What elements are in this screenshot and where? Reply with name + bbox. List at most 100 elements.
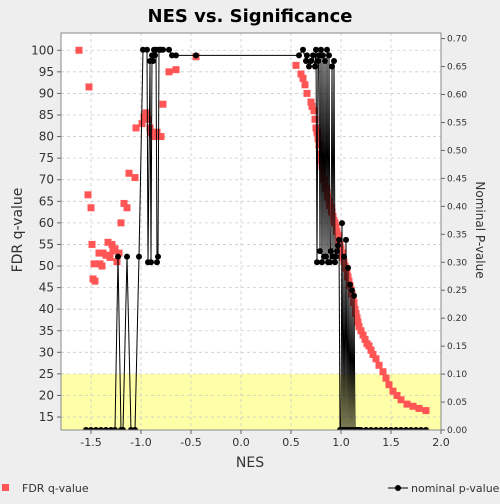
fdr-point-44 <box>303 89 311 97</box>
nominal-point-35 <box>300 46 306 53</box>
nominal-point-64 <box>335 242 341 249</box>
x-axis-label: NES <box>236 455 264 471</box>
fdr-point-12 <box>102 251 110 259</box>
nominal-point-32 <box>173 52 179 59</box>
nominal-point-15 <box>144 46 150 53</box>
nominal-point-22 <box>152 52 158 59</box>
fdr-point-102 <box>379 368 387 376</box>
nominal-point-97 <box>413 427 419 430</box>
y-right-tick-label-2: 0.10 <box>447 370 467 380</box>
nominal-point-92 <box>388 427 394 430</box>
fdr-point-106 <box>393 391 401 399</box>
y-left-tick-label-16: 95 <box>39 65 54 79</box>
nominal-point-68 <box>339 220 345 227</box>
nominal-point-13 <box>136 253 142 260</box>
y-left-tick-label-6: 45 <box>39 281 54 295</box>
fdr-point-92 <box>355 322 363 330</box>
y-left-tick-label-12: 75 <box>39 151 54 165</box>
y-right-tick-label-7: 0.35 <box>447 230 467 240</box>
legend-fdr-label: FDR q-value <box>22 482 89 495</box>
legend: FDR q-value nominal p-value <box>2 482 500 495</box>
x-tick-label-0: -1.5 <box>80 436 101 449</box>
plot-border <box>60 32 442 431</box>
fdr-point-62 <box>325 197 333 205</box>
x-tick-label-6: 1.5 <box>382 436 400 449</box>
y-left-tick-label-13: 80 <box>39 130 54 144</box>
fdr-point-19 <box>115 249 123 257</box>
nominal-point-33 <box>193 52 199 59</box>
nominal-point-96 <box>408 427 414 430</box>
fdr-point-22 <box>123 204 131 212</box>
y-right-tick-label-9: 0.45 <box>447 174 467 184</box>
fdr-point-91 <box>354 318 362 326</box>
y-right-tick-label-1: 0.05 <box>447 398 467 408</box>
legend-nominal-marker <box>395 485 401 491</box>
nominal-point-39 <box>308 57 314 64</box>
nominal-point-95 <box>403 427 409 430</box>
nominal-point-76 <box>347 281 353 288</box>
nominal-point-30 <box>166 46 172 53</box>
nominal-point-65 <box>336 236 342 243</box>
nominal-point-78 <box>349 287 355 294</box>
y-right-tick-label-13: 0.65 <box>447 63 467 73</box>
fdr-point-27 <box>140 113 148 121</box>
fdr-point-105 <box>389 387 397 395</box>
fdr-point-88 <box>351 305 359 313</box>
fdr-point-40 <box>292 61 300 69</box>
y-right-tick-label-4: 0.20 <box>447 314 467 324</box>
x-tick-label-5: 1.0 <box>332 436 350 449</box>
fdr-point-74 <box>337 245 345 253</box>
nominal-point-7 <box>115 253 121 260</box>
fdr-point-50 <box>313 128 321 136</box>
fdr-point-100 <box>372 355 380 363</box>
fdr-point-10 <box>98 262 106 270</box>
nominal-point-1 <box>88 427 94 430</box>
y-left-tick-label-11: 70 <box>39 173 54 187</box>
fdr-point-110 <box>415 404 423 412</box>
fdr-point-95 <box>361 335 369 343</box>
fdr-point-8 <box>95 249 103 257</box>
fdr-point-14 <box>106 253 114 261</box>
fdr-point-2 <box>84 191 92 199</box>
y-right-tick-label-3: 0.15 <box>447 342 467 352</box>
y-axis-right-label: Nominal P-value <box>473 181 487 278</box>
significance-band <box>61 373 441 430</box>
fdr-point-69 <box>332 223 340 231</box>
nominal-point-44 <box>315 57 321 64</box>
fdr-point-99 <box>369 350 377 358</box>
nominal-point-2 <box>93 427 99 430</box>
nominal-point-0 <box>83 427 89 430</box>
nominal-point-42 <box>313 46 319 53</box>
fdr-point-97 <box>365 342 373 350</box>
fdr-point-107 <box>397 396 405 404</box>
y-left-tick-label-7: 50 <box>39 259 54 273</box>
y-left-tick-label-3: 30 <box>39 345 54 359</box>
fdr-point-18 <box>113 258 121 266</box>
y-right-tick-label-14: 0.70 <box>447 35 467 45</box>
nominal-point-88 <box>368 427 374 430</box>
nominal-point-29 <box>160 46 166 53</box>
nominal-point-99 <box>423 427 429 430</box>
fdr-point-29 <box>144 115 152 123</box>
x-tick-label-1: -1.0 <box>130 436 151 449</box>
nominal-point-70 <box>341 253 347 260</box>
nominal-point-41 <box>312 63 318 70</box>
y-left-tick-label-15: 90 <box>39 86 54 100</box>
nominal-point-62 <box>333 253 339 260</box>
y-left-tick-label-10: 65 <box>39 194 54 208</box>
fdr-point-108 <box>403 400 411 408</box>
fdr-point-54 <box>317 156 325 164</box>
nominal-point-47 <box>318 46 324 53</box>
fdr-point-15 <box>108 240 116 248</box>
nominal-series <box>83 46 429 430</box>
y-right-tick-label-11: 0.55 <box>447 118 467 128</box>
nominal-point-60 <box>331 57 337 64</box>
nominal-point-89 <box>373 427 379 430</box>
fdr-point-93 <box>357 327 365 335</box>
y-left-tick-label-0: 15 <box>39 410 54 424</box>
nominal-point-10 <box>124 253 130 260</box>
fdr-point-36 <box>159 100 167 108</box>
y-right-tick-label-5: 0.25 <box>447 286 467 296</box>
fdr-point-82 <box>345 277 353 285</box>
